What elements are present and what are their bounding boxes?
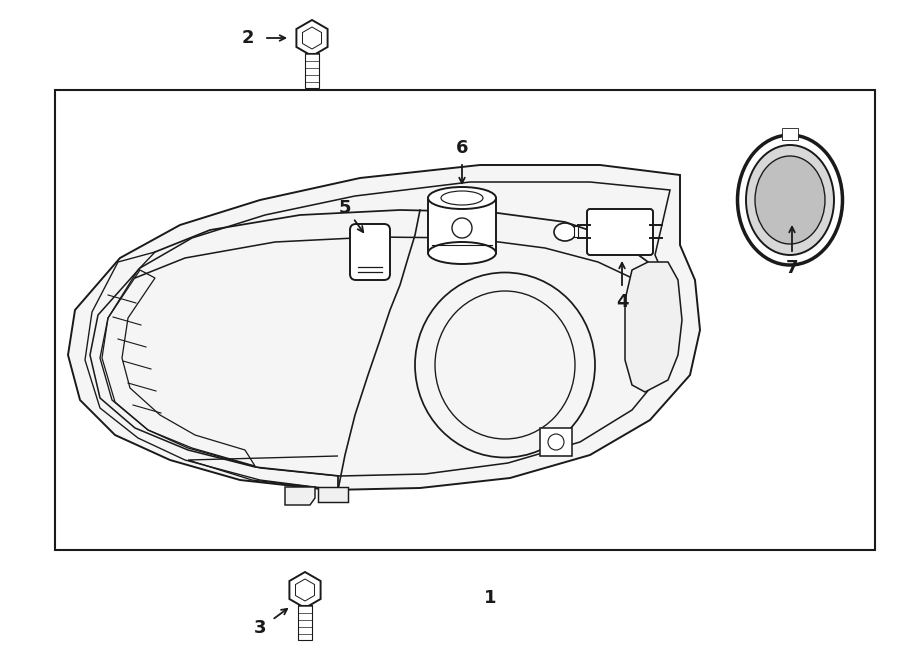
Text: 6: 6 (455, 139, 468, 157)
Text: 1: 1 (484, 589, 496, 607)
Text: 4: 4 (616, 293, 628, 311)
Polygon shape (68, 165, 700, 490)
Ellipse shape (428, 187, 496, 209)
Text: 2: 2 (242, 29, 254, 47)
Ellipse shape (746, 145, 834, 255)
Polygon shape (574, 226, 578, 237)
Bar (540, 428, 572, 456)
Text: 5: 5 (338, 199, 351, 217)
Polygon shape (298, 605, 312, 640)
Text: 7: 7 (786, 259, 798, 277)
Polygon shape (296, 20, 328, 56)
Polygon shape (305, 53, 319, 88)
Bar (782, 128, 798, 140)
Ellipse shape (755, 156, 825, 244)
Ellipse shape (428, 242, 496, 264)
Bar (55, 90, 875, 550)
Polygon shape (290, 572, 320, 608)
Polygon shape (625, 262, 682, 392)
FancyBboxPatch shape (350, 224, 390, 280)
Ellipse shape (554, 223, 576, 241)
Ellipse shape (737, 135, 842, 265)
FancyBboxPatch shape (587, 209, 653, 255)
Polygon shape (318, 487, 348, 502)
Text: 3: 3 (254, 619, 266, 637)
Bar (428, 198, 496, 253)
Polygon shape (285, 487, 315, 505)
Circle shape (452, 218, 472, 238)
